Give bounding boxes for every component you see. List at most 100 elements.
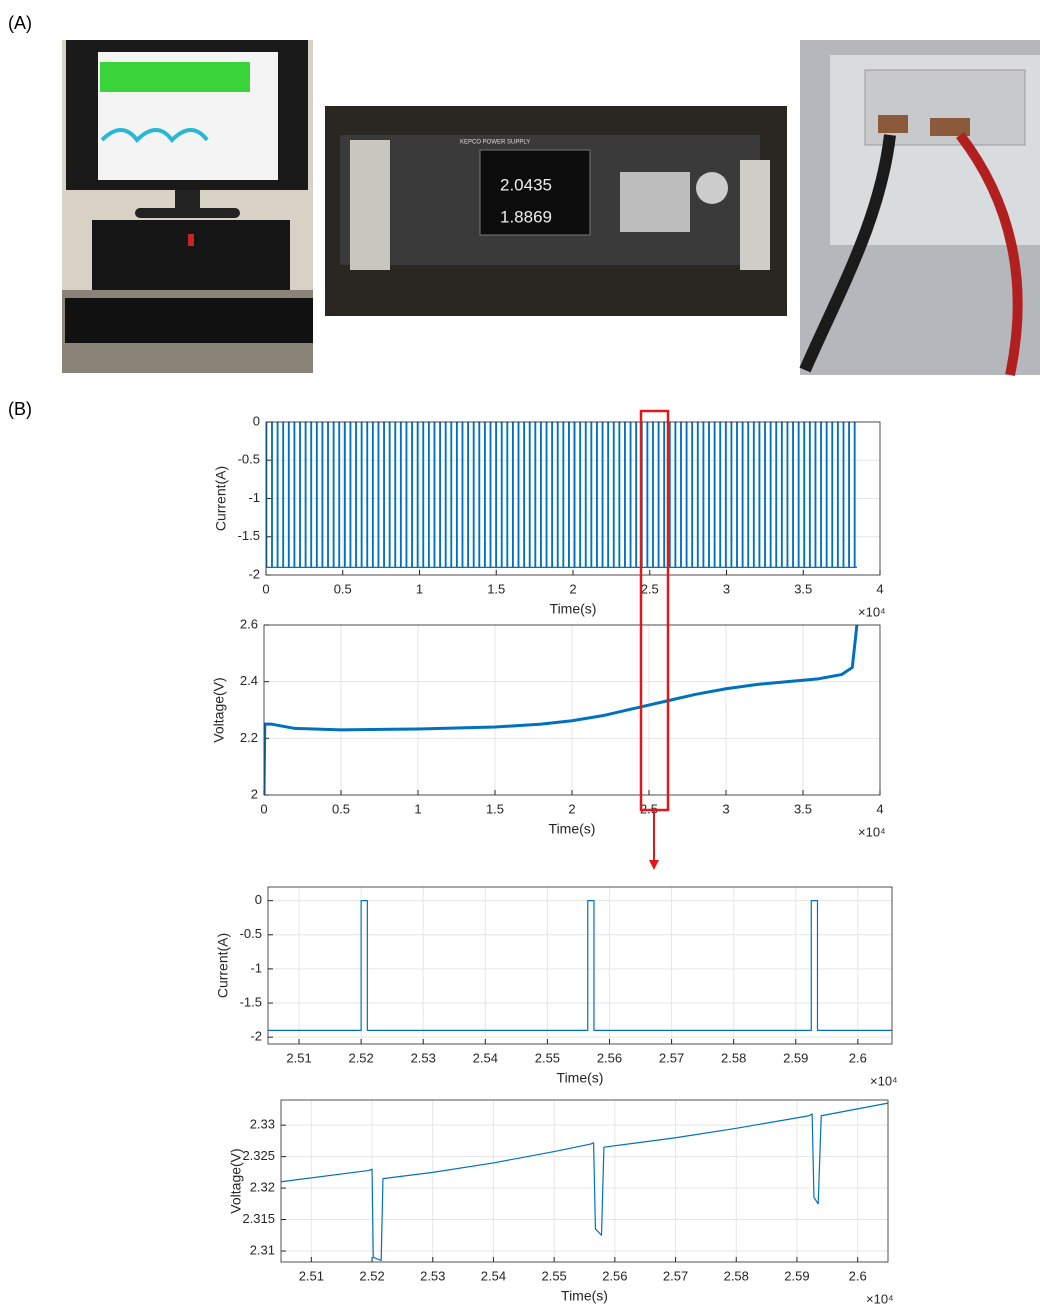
pulse — [720, 422, 721, 567]
pulse — [630, 422, 631, 567]
x-tick-label: 4 — [876, 581, 883, 596]
x-offset-label: ×10⁴ — [870, 1073, 898, 1088]
x-tick-label: 0.5 — [334, 581, 352, 596]
x-offset-label: ×10⁴ — [866, 1291, 894, 1306]
pulse — [776, 422, 777, 567]
x-tick-label: 2.53 — [411, 1050, 436, 1065]
pulse — [664, 422, 665, 567]
pulse — [339, 422, 340, 567]
pulse — [765, 422, 766, 567]
y-tick-label: -0.5 — [240, 926, 262, 941]
pulse — [283, 422, 284, 567]
pulse — [770, 422, 771, 567]
y-tick-label: 2.31 — [250, 1242, 275, 1257]
pulse — [485, 422, 486, 567]
pulse — [613, 422, 614, 567]
pulse — [344, 422, 345, 567]
pulse — [462, 422, 463, 567]
pulse — [507, 422, 508, 567]
x-tick-label: 1 — [416, 581, 423, 596]
y-tick-label: 2.32 — [250, 1180, 275, 1195]
x-axis-label: Time(s) — [549, 821, 596, 837]
y-tick-label: -2 — [250, 1029, 262, 1044]
pulse — [423, 422, 424, 567]
pulse — [843, 422, 844, 567]
pulse — [350, 422, 351, 567]
device-brand: KEPCO POWER SUPPLY — [460, 140, 530, 146]
pulse — [294, 422, 295, 567]
pulse — [541, 422, 542, 567]
x-tick-label: 2.58 — [721, 1050, 746, 1065]
pulse — [647, 422, 648, 567]
y-tick-label: -2 — [248, 566, 260, 581]
pulse — [692, 422, 693, 567]
x-tick-label: 2.55 — [535, 1050, 560, 1065]
chart: 2.312.3152.322.3252.332.512.522.532.542.… — [228, 1100, 894, 1306]
pulse — [625, 422, 626, 567]
y-axis-label: Voltage(V) — [211, 677, 227, 742]
device-display: 1.8869 — [500, 207, 552, 226]
y-tick-label: 2.6 — [240, 616, 258, 631]
pulse — [513, 422, 514, 567]
x-tick-label: 2.54 — [481, 1268, 506, 1283]
pulse — [434, 422, 435, 567]
photo-power-supply: KEPCO POWER SUPPLY 2.0435 1.8869 — [325, 106, 787, 316]
pulse — [490, 422, 491, 567]
pulse — [798, 422, 799, 567]
pulse — [406, 422, 407, 567]
device-display: 2.0435 — [500, 175, 552, 194]
pulse — [821, 422, 822, 567]
pulse — [669, 422, 670, 567]
pulse — [557, 422, 558, 567]
x-tick-label: 2.56 — [602, 1268, 627, 1283]
pulse — [681, 422, 682, 567]
x-tick-label: 2.58 — [724, 1268, 749, 1283]
pulse — [552, 422, 553, 567]
panel-label: (B) — [8, 399, 32, 419]
pulse — [815, 422, 816, 567]
x-tick-label: 2.56 — [597, 1050, 622, 1065]
pulse — [608, 422, 609, 567]
pulse — [378, 422, 379, 567]
pulse — [395, 422, 396, 567]
pulse — [737, 422, 738, 567]
x-tick-label: 2.6 — [849, 1268, 867, 1283]
x-tick-label: 2.54 — [473, 1050, 498, 1065]
pulse — [731, 422, 732, 567]
y-tick-label: -1.5 — [240, 994, 262, 1009]
pulse — [473, 422, 474, 567]
pulse — [479, 422, 480, 567]
pulse — [832, 422, 833, 567]
pulse — [451, 422, 452, 567]
pulse — [697, 422, 698, 567]
x-tick-label: 2.55 — [541, 1268, 566, 1283]
y-tick-label: 2.325 — [242, 1148, 275, 1163]
pulse — [725, 422, 726, 567]
pulse — [272, 422, 273, 567]
pulse — [837, 422, 838, 567]
x-tick-label: 3 — [722, 801, 729, 816]
pulse — [753, 422, 754, 567]
pulse — [597, 422, 598, 567]
x-tick-label: 3.5 — [794, 801, 812, 816]
pulse — [574, 422, 575, 567]
y-tick-label: 0 — [255, 892, 262, 907]
x-tick-label: 2.59 — [784, 1268, 809, 1283]
pulse — [759, 422, 760, 567]
pulse — [709, 422, 710, 567]
pulse — [569, 422, 570, 567]
photo-computer — [62, 40, 313, 373]
panel-label: (A) — [8, 13, 32, 33]
x-tick-label: 2 — [569, 581, 576, 596]
pulse — [518, 422, 519, 567]
pulse — [742, 422, 743, 567]
pulse — [787, 422, 788, 567]
pulse — [580, 422, 581, 567]
pulse — [809, 422, 810, 567]
pulse — [496, 422, 497, 567]
pulse — [356, 422, 357, 567]
pulse — [333, 422, 334, 567]
